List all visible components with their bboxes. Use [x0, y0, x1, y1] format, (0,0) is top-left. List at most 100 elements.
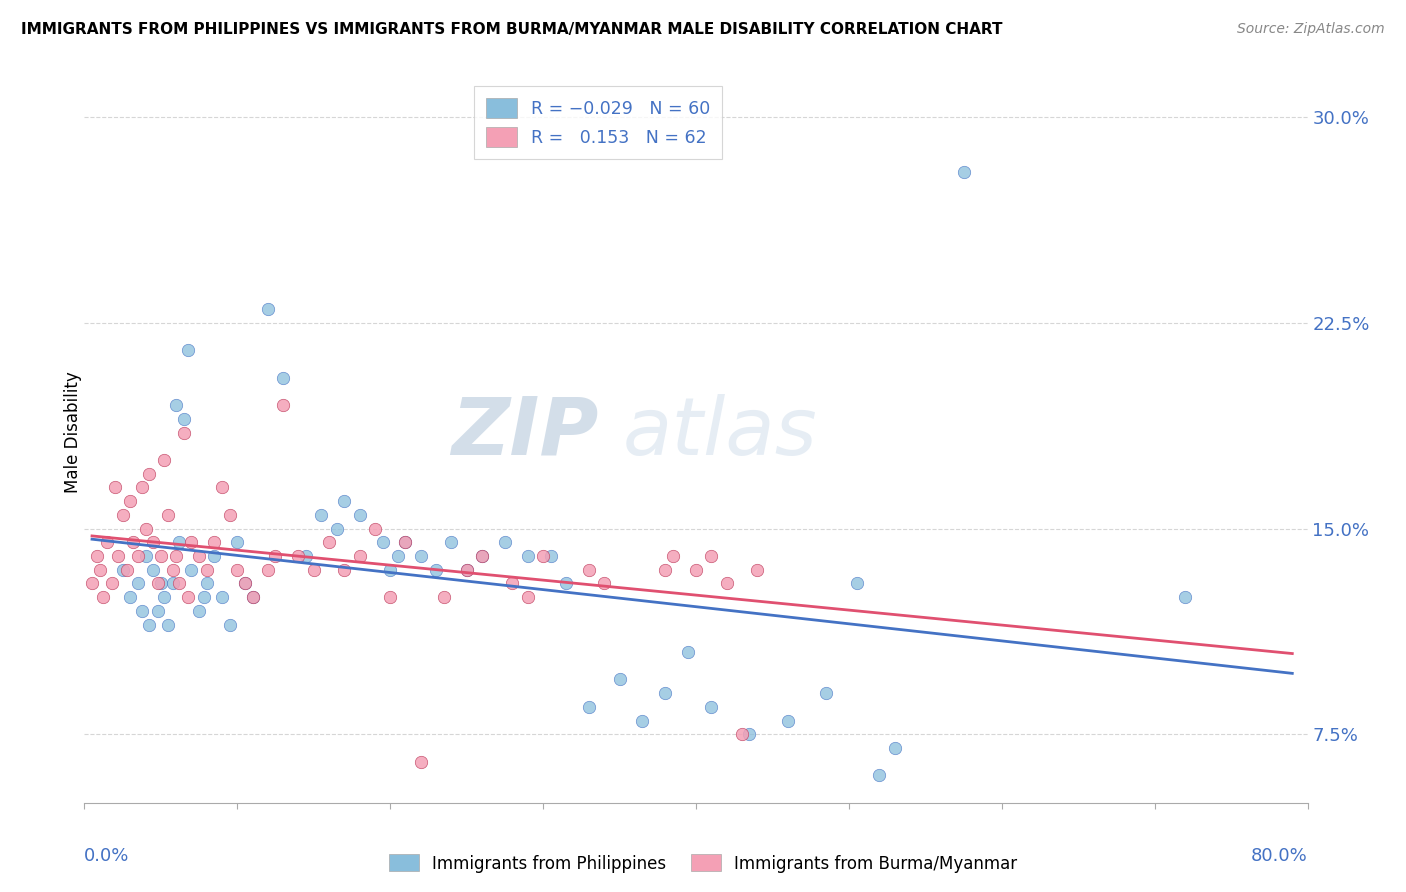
Point [131, 604, 153, 618]
Point [700, 549, 723, 563]
Point [127, 576, 149, 591]
Point [111, 508, 134, 522]
Point [193, 590, 215, 604]
Point [138, 467, 160, 481]
Point [135, 549, 157, 563]
Point [146, 576, 169, 591]
Point [165, 398, 187, 412]
Legend: Immigrants from Philippines, Immigrants from Burma/Myanmar: Immigrants from Philippines, Immigrants … [382, 847, 1024, 880]
Point [218, 617, 240, 632]
Point [162, 563, 184, 577]
Point [425, 563, 447, 577]
Point [631, 714, 654, 728]
Point [318, 535, 340, 549]
Point [162, 576, 184, 591]
Point [387, 549, 409, 563]
Point [654, 686, 676, 700]
Point [257, 563, 280, 577]
Point [86, 549, 108, 563]
Point [654, 563, 676, 577]
Point [115, 563, 138, 577]
Point [456, 563, 478, 577]
Point [257, 302, 280, 317]
Point [146, 604, 169, 618]
Point [177, 343, 200, 358]
Point [814, 686, 837, 700]
Point [394, 535, 416, 549]
Point [142, 563, 165, 577]
Y-axis label: Male Disability: Male Disability [65, 372, 82, 493]
Point [516, 549, 538, 563]
Point [662, 549, 685, 563]
Point [142, 535, 165, 549]
Point [409, 549, 432, 563]
Point [211, 480, 233, 494]
Point [494, 535, 516, 549]
Point [242, 590, 264, 604]
Point [211, 590, 233, 604]
Point [433, 590, 456, 604]
Text: IMMIGRANTS FROM PHILIPPINES VS IMMIGRANTS FROM BURMA/MYANMAR MALE DISABILITY COR: IMMIGRANTS FROM PHILIPPINES VS IMMIGRANT… [21, 22, 1002, 37]
Point [218, 508, 240, 522]
Point [149, 576, 172, 591]
Point [502, 576, 524, 591]
Point [516, 590, 538, 604]
Point [91, 590, 114, 604]
Point [471, 549, 494, 563]
Point [157, 508, 180, 522]
Point [233, 576, 256, 591]
Point [380, 590, 402, 604]
Point [173, 412, 195, 426]
Text: atlas: atlas [623, 393, 817, 472]
Point [96, 535, 118, 549]
Point [167, 576, 190, 591]
Point [104, 480, 127, 494]
Point [233, 576, 256, 591]
Text: 0.0%: 0.0% [84, 847, 129, 865]
Point [271, 398, 294, 412]
Point [195, 563, 218, 577]
Point [883, 741, 905, 756]
Point [153, 453, 176, 467]
Point [593, 576, 616, 591]
Point [380, 563, 402, 577]
Point [89, 563, 111, 577]
Point [678, 645, 700, 659]
Point [271, 371, 294, 385]
Point [226, 563, 249, 577]
Point [188, 604, 211, 618]
Point [122, 535, 145, 549]
Point [167, 535, 190, 549]
Point [952, 165, 974, 179]
Point [869, 768, 891, 782]
Point [540, 549, 562, 563]
Point [173, 425, 195, 440]
Point [295, 549, 318, 563]
Point [195, 576, 218, 591]
Point [264, 549, 287, 563]
Legend: R = −0.029   N = 60, R =   0.153   N = 62: R = −0.029 N = 60, R = 0.153 N = 62 [474, 86, 723, 159]
Point [440, 535, 463, 549]
Point [333, 494, 356, 508]
Point [700, 699, 723, 714]
Point [180, 535, 202, 549]
Point [180, 563, 202, 577]
Point [242, 590, 264, 604]
Point [107, 549, 129, 563]
Point [609, 673, 631, 687]
Point [578, 699, 600, 714]
Point [578, 563, 600, 577]
Point [747, 563, 769, 577]
Point [311, 508, 333, 522]
Point [131, 480, 153, 494]
Point [138, 617, 160, 632]
Point [394, 535, 416, 549]
Point [349, 549, 371, 563]
Text: ZIP: ZIP [451, 393, 598, 472]
Point [101, 576, 124, 591]
Point [165, 549, 187, 563]
Point [349, 508, 371, 522]
Point [456, 563, 478, 577]
Point [120, 494, 142, 508]
Point [149, 549, 172, 563]
